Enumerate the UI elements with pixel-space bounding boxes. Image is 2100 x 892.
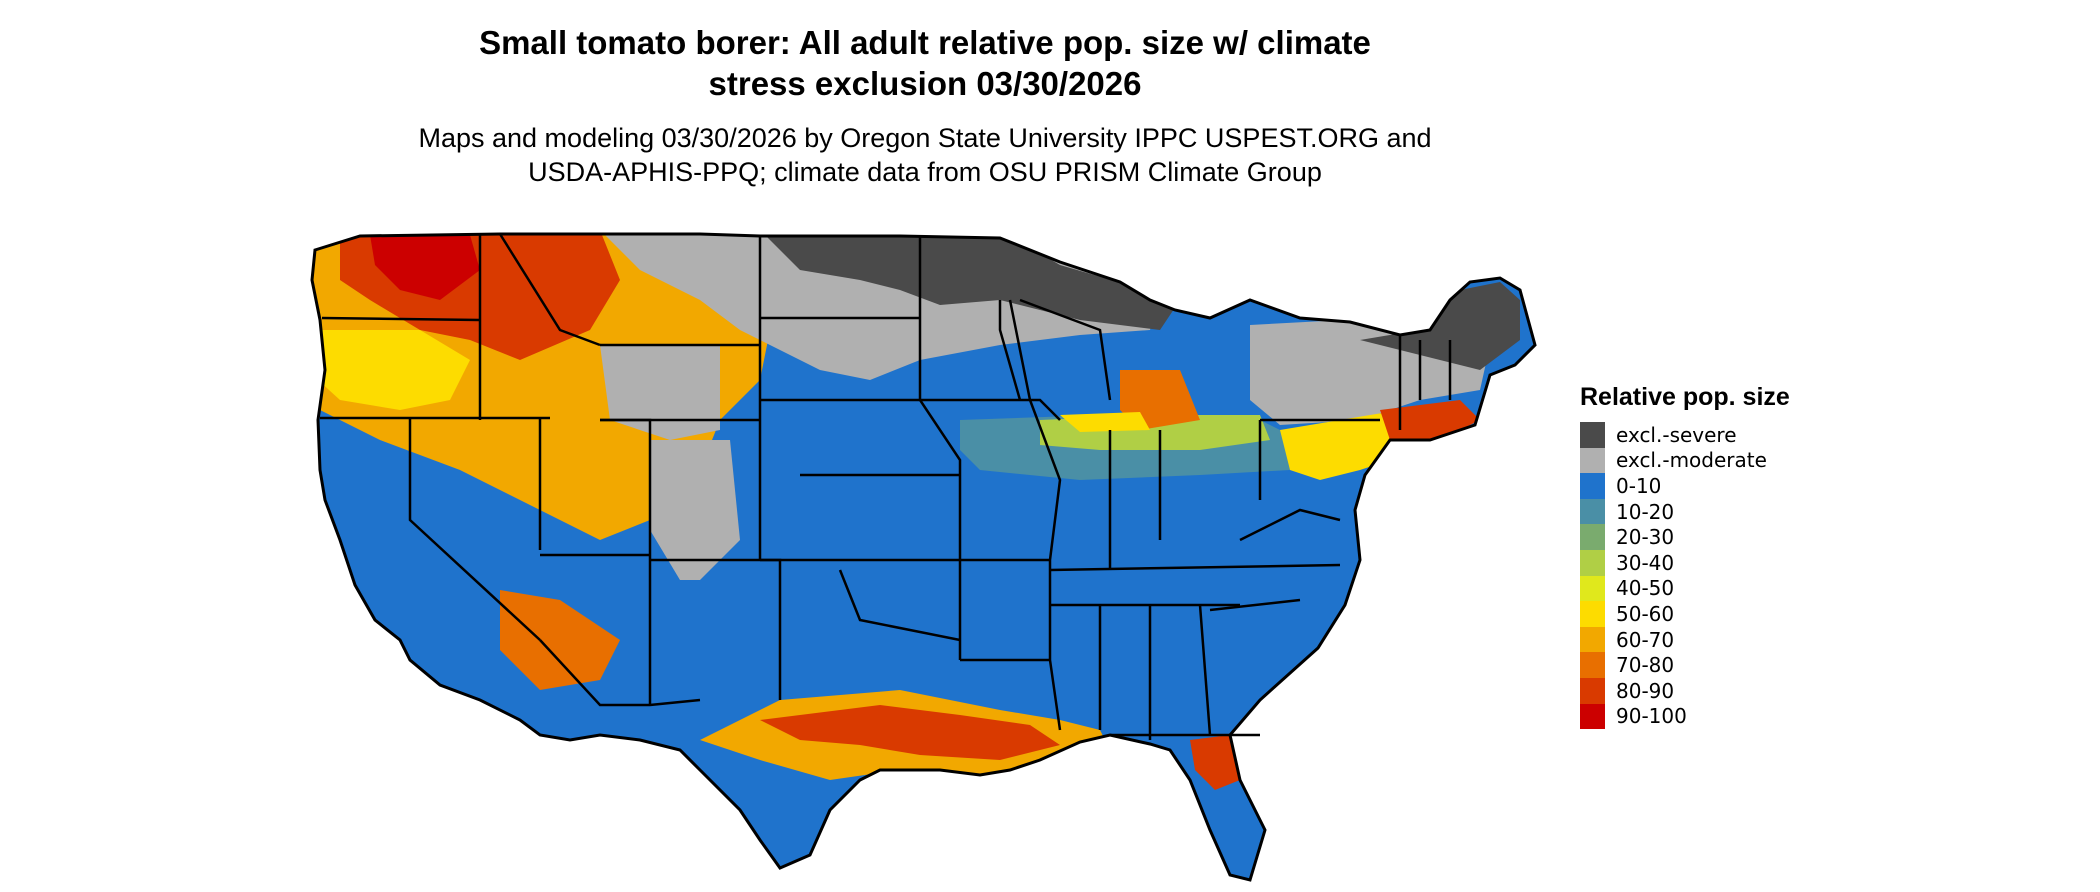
legend-label: 10-20 <box>1616 499 1675 524</box>
legend-label: 70-80 <box>1616 653 1675 678</box>
legend-item: 10-20 <box>1580 498 1880 525</box>
border-ky-tn <box>1049 563 1341 572</box>
legend-item: excl.-severe <box>1580 422 1880 448</box>
legend-swatch <box>1580 677 1605 704</box>
legend-swatch <box>1580 498 1605 525</box>
legend: Relative pop. size excl.-severe excl.-mod… <box>1580 382 1880 730</box>
region-florida-hot <box>1190 735 1240 790</box>
legend-title: Relative pop. size <box>1580 383 1790 411</box>
legend-item: 50-60 <box>1580 601 1880 627</box>
legend-label: 90-100 <box>1616 704 1687 729</box>
region-southern-new-england-hot <box>1380 400 1480 440</box>
border-new-england <box>1418 340 1452 400</box>
legend-item: excl.-moderate <box>1580 447 1880 474</box>
legend-label: excl.-moderate <box>1616 448 1767 473</box>
map-subtitle-line-2: USDA-APHIS-PPQ; climate data from OSU PR… <box>528 157 1322 187</box>
legend-label: 60-70 <box>1616 627 1675 652</box>
legend-label: 30-40 <box>1616 550 1675 575</box>
map-title: Small tomato borer: All adult relative p… <box>300 22 1550 104</box>
legend-label: 20-30 <box>1616 525 1675 550</box>
border-nv-ca <box>408 418 541 641</box>
border-va-wv <box>1239 508 1341 542</box>
border-wi-mn <box>998 300 1022 401</box>
legend-item: 80-90 <box>1580 677 1880 704</box>
map-title-line-1: Small tomato borer: All adult relative p… <box>479 24 1371 61</box>
legend-item: 70-80 <box>1580 652 1880 678</box>
legend-label: 40-50 <box>1616 576 1675 601</box>
border-ok-tx <box>838 569 961 642</box>
us-outline <box>310 232 1537 882</box>
legend-item: 40-50 <box>1580 575 1880 602</box>
legend-item: 90-100 <box>1580 703 1880 730</box>
border-ms-al-ga <box>1098 604 1212 740</box>
legend-label: 0-10 <box>1616 473 1662 498</box>
map-subtitle: Maps and modeling 03/30/2026 by Oregon S… <box>300 121 1550 189</box>
legend-label: excl.-severe <box>1616 422 1737 447</box>
legend-label: 50-60 <box>1616 601 1675 626</box>
region-southwest-warm <box>500 590 620 690</box>
border-id-mt <box>498 233 601 347</box>
legend-swatch <box>1580 652 1605 678</box>
border-wi-mi <box>1019 298 1112 401</box>
legend-swatch <box>1580 575 1605 602</box>
region-great-lakes-band-high <box>1060 412 1150 432</box>
us-population-map <box>310 232 1537 882</box>
legend-label: 80-90 <box>1616 678 1675 703</box>
legend-swatch <box>1580 549 1605 576</box>
map-subtitle-line-1: Maps and modeling 03/30/2026 by Oregon S… <box>418 123 1432 153</box>
legend-item: 60-70 <box>1580 626 1880 653</box>
region-wyoming-excluded <box>600 345 720 440</box>
region-colorado-excluded <box>650 440 740 580</box>
legend-item: 20-30 <box>1580 524 1880 550</box>
legend-item: 0-10 <box>1580 473 1880 499</box>
border-nc-sc <box>1209 598 1301 612</box>
legend-swatch <box>1580 447 1605 474</box>
legend-swatch <box>1580 703 1605 730</box>
region-northwest-peak <box>370 235 480 300</box>
region-oregon-mixed <box>318 330 470 410</box>
map-title-line-2: stress exclusion 03/30/2026 <box>708 65 1142 102</box>
legend-swatch <box>1580 626 1605 653</box>
legend-swatch <box>1580 524 1605 550</box>
region-upper-midwest-severe <box>760 234 1180 330</box>
state-borders <box>320 233 1452 740</box>
legend-items: excl.-severe excl.-moderate 0-10 10-20 20-30… <box>1580 422 1880 730</box>
legend-swatch <box>1580 473 1605 499</box>
border-ia-mo <box>920 398 1061 421</box>
border-az-nm-south <box>539 639 701 707</box>
region-gulf-coast-hot <box>760 705 1060 760</box>
border-mississippi-river <box>1008 299 1062 731</box>
legend-item: 30-40 <box>1580 549 1880 576</box>
legend-swatch <box>1580 422 1605 448</box>
border-wa-or <box>321 316 481 322</box>
map-fill-regions <box>312 234 1535 880</box>
legend-swatch <box>1580 601 1605 627</box>
